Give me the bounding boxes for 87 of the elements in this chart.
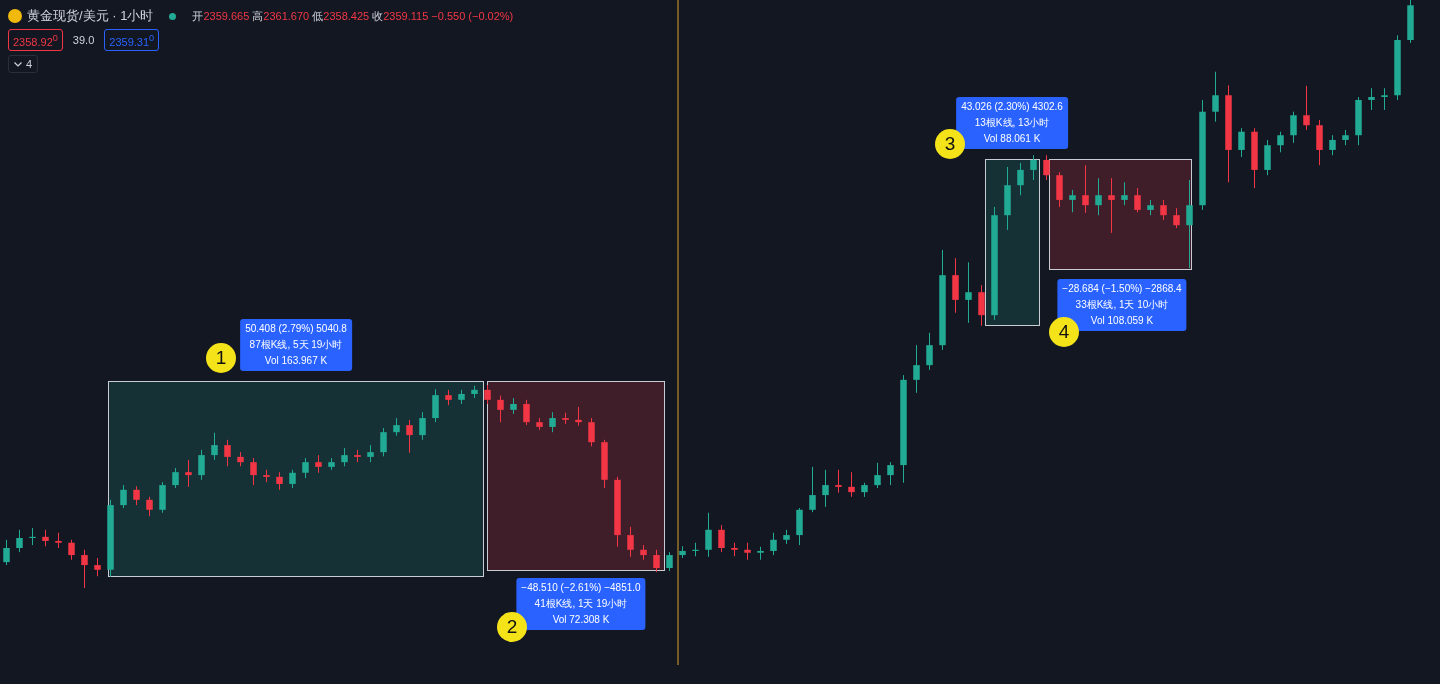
candlestick <box>1329 134 1336 156</box>
annotation: −28.684 (−1.50%) −2868.4 <box>1062 283 1182 294</box>
candlestick <box>1043 154 1050 181</box>
candlestick <box>666 551 673 572</box>
candlestick <box>770 532 777 556</box>
candlestick <box>653 549 660 573</box>
annotation: Vol 88.061 K <box>983 133 1041 144</box>
candlestick <box>120 484 127 509</box>
annotation: 50.408 (2.79%) 5040.8 <box>245 323 347 334</box>
candlestick <box>1290 111 1297 144</box>
candlestick <box>913 344 920 394</box>
candlestick <box>1368 87 1375 111</box>
annotation: 3 <box>944 133 956 154</box>
candlestick <box>406 419 413 454</box>
candlestick <box>588 417 595 447</box>
annotation: 33根K线, 1天 10小时 <box>1075 299 1169 310</box>
candlestick <box>1069 189 1076 213</box>
candlestick <box>289 469 296 489</box>
candlestick <box>1173 207 1180 229</box>
candlestick <box>1134 187 1141 213</box>
candlestick <box>172 467 179 489</box>
candlestick <box>1238 127 1245 158</box>
candlestick <box>822 469 829 508</box>
circle-badge: 1 <box>206 343 236 373</box>
candlestick <box>81 549 88 589</box>
candlestick <box>1186 179 1193 269</box>
candlestick <box>1121 181 1128 206</box>
candlestick <box>198 449 205 481</box>
candlestick <box>341 447 348 467</box>
annotation: Vol 108.059 K <box>1090 315 1154 326</box>
callout-box: 50.408 (2.79%) 5040.8 87根K线, 5天 19小时 Vol 163.967 K <box>240 319 352 371</box>
candlestick <box>965 261 972 324</box>
candlestick <box>16 529 23 553</box>
candlestick <box>523 399 530 426</box>
candlestick <box>1212 71 1219 123</box>
annotation: 4 <box>26 58 33 70</box>
candlestick <box>1095 177 1102 216</box>
candlestick <box>1017 162 1024 196</box>
candlestick <box>848 471 855 498</box>
candlestick <box>133 485 140 506</box>
annotation: 开2359.665 高2361.670 低2358.425 收2359.115 −0.550 (−0.02%) <box>192 9 514 22</box>
candlestick <box>68 539 75 561</box>
annotation: 13根K线, 13小时 <box>974 117 1050 128</box>
candlestick <box>484 384 491 405</box>
candlestick <box>1082 164 1089 214</box>
candlestick <box>185 459 192 488</box>
candlestick <box>887 461 894 486</box>
candlestick <box>1303 85 1310 131</box>
candlestick <box>549 411 556 433</box>
callout-box: 43.026 (2.30%) 4302.6 13根K线, 13小时 Vol 88.061 K <box>956 97 1068 149</box>
candlestick <box>3 539 10 566</box>
candlestick <box>250 457 257 486</box>
annotation: −48.510 (−2.61%) −4851.0 <box>521 582 641 593</box>
candlestick <box>1030 154 1037 181</box>
candlestick <box>302 457 309 479</box>
candlestick <box>874 462 881 489</box>
annotation: 2358.92$^{0}$ <box>8 29 63 51</box>
candlestick <box>146 496 153 517</box>
circle-badge: 2 <box>497 612 527 642</box>
candlestick <box>926 332 933 371</box>
candlestick <box>627 526 634 558</box>
candlestick <box>835 469 842 494</box>
candlestick <box>705 512 712 558</box>
circle-badge: 3 <box>935 129 965 159</box>
annotation: 2359.31$^{0}$ <box>104 29 160 51</box>
annotation: Vol 163.967 K <box>264 355 328 366</box>
candlestick <box>1108 177 1115 234</box>
candlestick <box>224 439 231 467</box>
candlestick <box>978 284 985 327</box>
candlestick <box>575 406 582 427</box>
callout-box: −48.510 (−2.61%) −4851.0 41根K线, 1天 19小时 Vol 72.308 K <box>516 578 646 630</box>
annotation: 87根K线, 5天 19小时 <box>249 339 343 350</box>
candlestick <box>94 557 101 577</box>
annotation: 43.026 (2.30%) 4302.6 <box>961 101 1063 112</box>
candlestick <box>419 411 426 441</box>
candlestick <box>211 432 218 461</box>
candlestick <box>380 427 387 457</box>
candlestick <box>1381 87 1388 111</box>
candlestick <box>718 524 725 553</box>
candlestick <box>432 388 439 423</box>
candlestick <box>497 395 504 423</box>
candlestick <box>1277 131 1284 153</box>
annotation: 1 <box>215 347 227 368</box>
text: 黄金现货/美元 · 1小时 <box>27 7 154 25</box>
candlestick <box>809 466 816 513</box>
annotation: 39.0 <box>72 34 95 46</box>
candlestick <box>1160 199 1167 221</box>
